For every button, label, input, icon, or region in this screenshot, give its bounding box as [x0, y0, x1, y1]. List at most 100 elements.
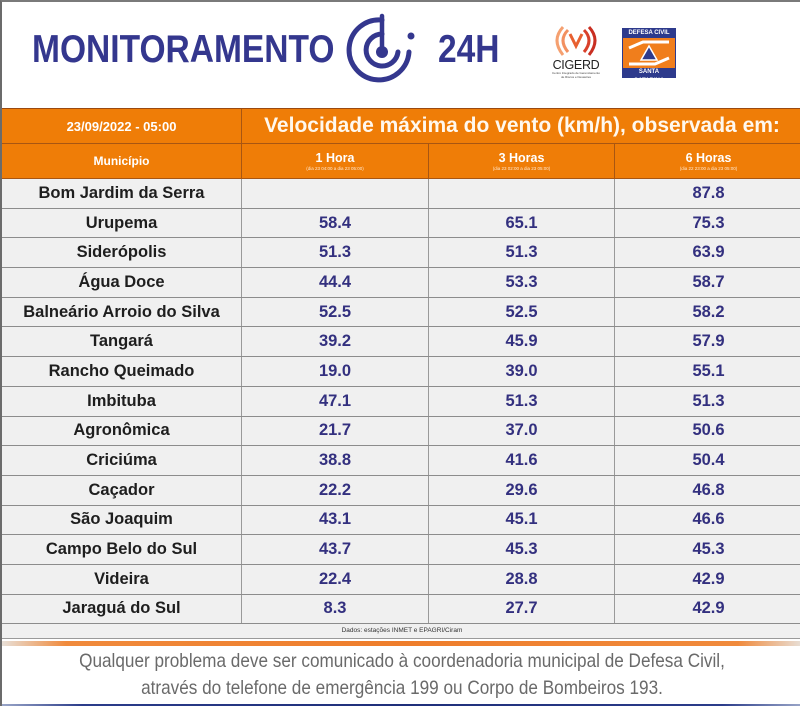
value-3h-cell: 45.3 [429, 535, 615, 564]
municipio-cell: Imbituba [2, 386, 242, 416]
value-3h-cell: 27.7 [429, 594, 615, 624]
value-6h-cell: 58.2 [692, 302, 725, 321]
municipio-cell: Caçador [2, 475, 242, 505]
municipio-cell: Água Doce [2, 268, 242, 297]
value-3h-cell: 53.3 [429, 268, 615, 297]
table-row: Balneário Arroio do Silva 52.5 52.5 58.2 [2, 297, 800, 328]
column-header-1h: 1 Hora (dia 23 04:00 a dia 23 05:00) [242, 144, 429, 178]
value-6h-cell: 45.3 [692, 540, 725, 559]
table-row: Criciúma 38.8 41.6 50.4 [2, 446, 800, 476]
value-1h-cell: 47.1 [242, 386, 429, 416]
column-title: 3 Horas [498, 150, 545, 165]
value-6h-cell: 46.6 [692, 510, 725, 529]
value-3h-cell: 45.1 [429, 505, 615, 535]
column-range: (dia 23 04:00 a dia 23 05:00) [306, 165, 364, 171]
header: MONITORAMENTO 24H CIGERD Centro Integrad… [2, 2, 800, 108]
municipio-cell: Urupema [2, 208, 242, 238]
value-1h-cell: 22.4 [242, 564, 429, 594]
municipio-cell: Jaraguá do Sul [2, 594, 242, 624]
value-3h-cell: 65.1 [429, 208, 615, 238]
table-row: Caçador 22.2 29.6 46.8 [2, 475, 800, 506]
defesa-civil-top-text: DEFESA CIVIL [623, 29, 675, 38]
value-6h-cell: 55.1 [692, 361, 725, 380]
signal-waves-icon [555, 25, 597, 56]
value-3h-cell [429, 179, 615, 208]
table-row: Urupema 58.4 65.1 75.3 [2, 208, 800, 239]
table-row: Rancho Queimado 19.0 39.0 55.1 [2, 357, 800, 387]
civil-defense-triangle-icon [628, 40, 670, 66]
brand-title: MONITORAMENTO [32, 28, 335, 71]
column-header-municipio: Município [2, 144, 242, 178]
table-row: Água Doce 44.4 53.3 58.7 [2, 268, 800, 298]
value-1h-cell [242, 179, 429, 208]
radar-monitor-icon [346, 13, 415, 83]
column-title: 1 Hora [315, 150, 355, 165]
table-row: Campo Belo do Sul 43.7 45.3 45.3 [2, 535, 800, 565]
value-1h-cell: 19.0 [242, 357, 429, 386]
value-6h-cell: 51.3 [692, 391, 725, 410]
value-1h-cell: 43.7 [242, 535, 429, 564]
cigerd-logo: CIGERD Centro Integrado de Gerenciamento… [548, 24, 604, 80]
column-header-3h: 3 Horas (dia 23 02:00 a dia 23 05:00) [429, 144, 615, 178]
value-1h-cell: 52.5 [242, 297, 429, 327]
table-row: Videira 22.4 28.8 42.9 [2, 564, 800, 595]
table-row: Bom Jardim da Serra 87.8 [2, 179, 800, 209]
footer-notice: Qualquer problema deve ser comunicado à … [50, 648, 754, 702]
value-1h-cell: 51.3 [242, 238, 429, 268]
value-6h-cell: 42.9 [692, 599, 725, 618]
defesa-civil-bottom-text: SANTA CATARINA [623, 68, 675, 84]
value-3h-cell: 51.3 [429, 386, 615, 416]
value-6h-cell: 63.9 [692, 243, 725, 262]
municipio-cell: Campo Belo do Sul [2, 535, 242, 564]
table-body: Bom Jardim da Serra 87.8 Urupema 58.4 65.1 75… [2, 179, 800, 625]
table-row: São Joaquim 43.1 45.1 46.6 [2, 505, 800, 536]
value-1h-cell: 43.1 [242, 505, 429, 535]
value-6h-cell: 87.8 [692, 183, 725, 202]
value-6h-cell: 42.9 [692, 569, 725, 588]
defesa-civil-logo: DEFESA CIVIL SANTA CATARINA [622, 28, 676, 84]
table-title: Velocidade máxima do vento (km/h), obser… [264, 114, 780, 137]
municipio-cell: Balneário Arroio do Silva [2, 297, 242, 327]
value-1h-cell: 38.8 [242, 446, 429, 475]
table-row: Agronômica 21.7 37.0 50.6 [2, 416, 800, 447]
table-row: Tangará 39.2 45.9 57.9 [2, 327, 800, 358]
table-row: Siderópolis 51.3 51.3 63.9 [2, 238, 800, 269]
value-3h-cell: 51.3 [429, 238, 615, 268]
value-3h-cell: 45.9 [429, 327, 615, 357]
table-row: Jaraguá do Sul 8.3 27.7 42.9 [2, 594, 800, 625]
municipio-header-label: Município [93, 154, 150, 168]
table-title-row: 23/09/2022 - 05:00 Velocidade máxima do … [2, 108, 800, 144]
table-header-row: Município 1 Hora (dia 23 04:00 a dia 23 … [2, 144, 800, 179]
value-1h-cell: 8.3 [242, 594, 429, 624]
municipio-cell: Tangará [2, 327, 242, 357]
value-3h-cell: 41.6 [429, 446, 615, 475]
report-datetime: 23/09/2022 - 05:00 [2, 109, 242, 143]
column-range: (dia 22 23:00 a dia 23 05:00) [679, 165, 738, 171]
value-3h-cell: 28.8 [429, 564, 615, 594]
value-6h-cell: 57.9 [692, 332, 725, 351]
municipio-cell: Criciúma [2, 446, 242, 475]
footer-line-1: Qualquer problema deve ser comunicado à … [79, 650, 725, 672]
value-1h-cell: 44.4 [242, 268, 429, 297]
municipio-cell: São Joaquim [2, 505, 242, 535]
value-6h-cell: 46.8 [692, 480, 725, 499]
brand-24h: 24H [438, 28, 500, 71]
value-3h-cell: 29.6 [429, 475, 615, 505]
value-6h-cell: 50.6 [692, 421, 725, 440]
value-3h-cell: 37.0 [429, 416, 615, 446]
value-1h-cell: 58.4 [242, 208, 429, 238]
orange-divider [2, 641, 800, 646]
column-range: (dia 23 02:00 a dia 23 05:00) [492, 165, 551, 171]
data-source-note: Dados: estações INMET e EPAGRI/Ciram [2, 624, 800, 640]
municipio-cell: Agronômica [2, 416, 242, 446]
column-header-6h: 6 Horas (dia 22 23:00 a dia 23 05:00) [615, 144, 800, 178]
blue-divider [2, 704, 800, 706]
value-6h-cell: 58.7 [692, 272, 725, 291]
column-title: 6 Horas [685, 150, 732, 165]
municipio-cell: Siderópolis [2, 238, 242, 268]
value-1h-cell: 39.2 [242, 327, 429, 357]
value-3h-cell: 52.5 [429, 297, 615, 327]
value-1h-cell: 22.2 [242, 475, 429, 505]
value-3h-cell: 39.0 [429, 357, 615, 386]
